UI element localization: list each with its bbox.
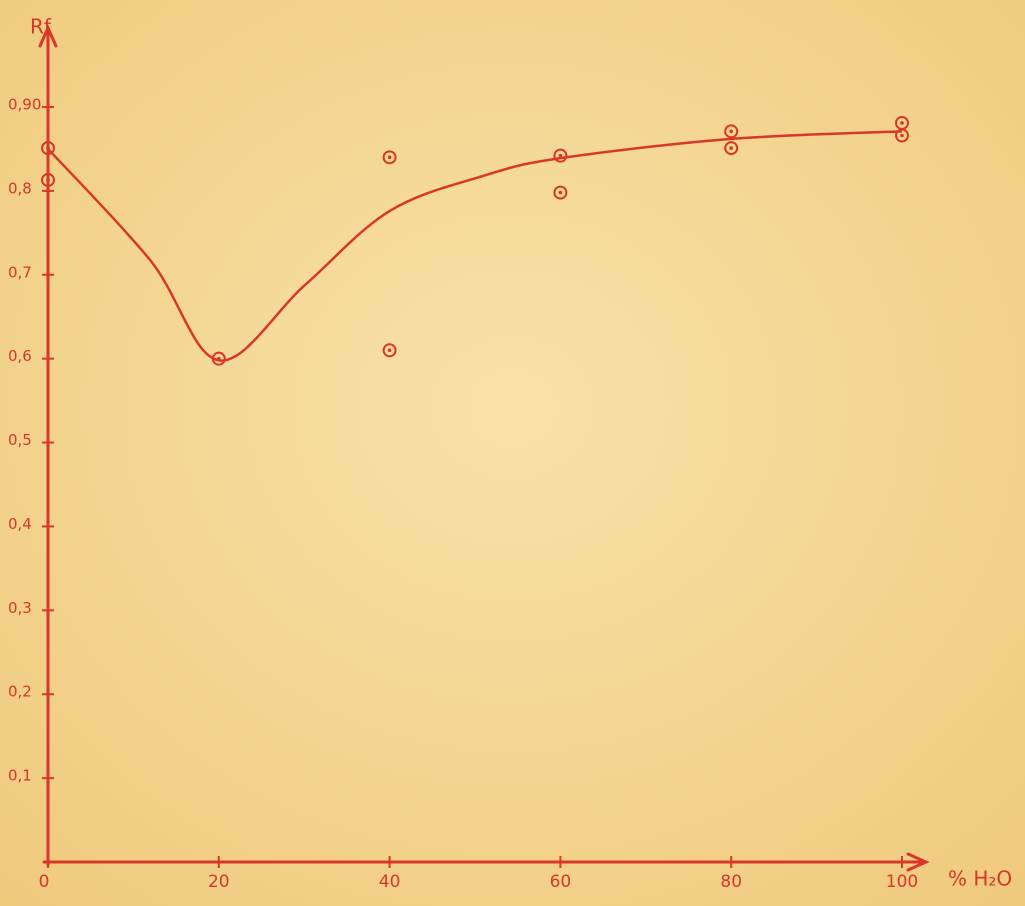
paper-background (0, 0, 1025, 906)
y-tick-label: 0,7 (8, 263, 32, 281)
point-center (388, 156, 392, 160)
y-tick-label: 0,8 (8, 179, 32, 197)
x-tick-label: 0 (39, 872, 50, 892)
point-center (559, 191, 563, 195)
point-center (729, 146, 733, 150)
y-tick-label: 0,6 (8, 347, 32, 365)
point-center (388, 348, 392, 352)
y-tick-label: 0,2 (8, 683, 32, 701)
y-tick-label: 0,90 (8, 96, 41, 114)
x-tick-label: 100 (886, 872, 918, 892)
point-center (46, 178, 50, 182)
x-tick-label: 60 (550, 872, 572, 892)
y-tick-label: 0,4 (8, 515, 32, 533)
point-center (46, 146, 50, 150)
point-center (217, 357, 221, 361)
x-tick-label: 20 (208, 872, 230, 892)
point-center (729, 130, 733, 134)
chart: Rf % H₂O 0,1 0,2 0,3 0,4 0,5 0,6 0,7 0,8 0,90 0 20… (0, 0, 1025, 906)
point-center (900, 121, 904, 125)
y-tick-label: 0,1 (8, 767, 32, 785)
x-tick-label: 40 (379, 872, 401, 892)
point-center (900, 134, 904, 138)
x-axis-title: % H₂O (948, 867, 1012, 891)
y-tick-label: 0,5 (8, 431, 32, 449)
x-tick-label: 80 (720, 872, 742, 892)
y-axis-title: Rf (30, 15, 52, 39)
y-tick-label: 0,3 (8, 599, 32, 617)
point-center (559, 154, 563, 158)
